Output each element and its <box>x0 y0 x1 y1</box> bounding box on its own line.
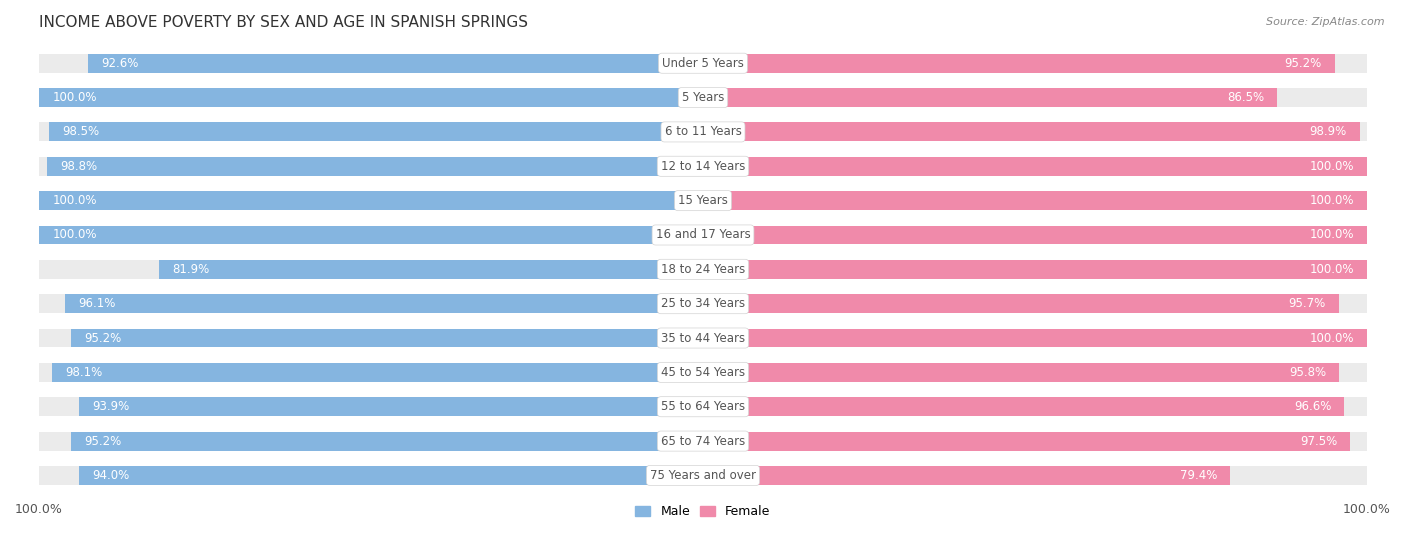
Bar <box>39 191 703 210</box>
Text: Under 5 Years: Under 5 Years <box>662 56 744 70</box>
Text: 79.4%: 79.4% <box>1180 469 1218 482</box>
Text: 65 to 74 Years: 65 to 74 Years <box>661 434 745 448</box>
Bar <box>46 157 703 176</box>
Bar <box>39 294 1367 313</box>
Bar <box>703 157 1367 176</box>
Text: 100.0%: 100.0% <box>52 229 97 241</box>
Bar <box>703 225 1367 244</box>
Legend: Male, Female: Male, Female <box>630 500 776 523</box>
Bar <box>70 329 703 348</box>
Text: 75 Years and over: 75 Years and over <box>650 469 756 482</box>
Text: 94.0%: 94.0% <box>91 469 129 482</box>
Bar <box>39 191 1367 210</box>
Bar <box>703 54 1336 73</box>
Bar <box>49 122 703 141</box>
Text: 96.1%: 96.1% <box>79 297 115 310</box>
Bar <box>39 88 1367 107</box>
Text: 96.6%: 96.6% <box>1294 400 1331 413</box>
Bar <box>703 397 1344 416</box>
Text: 35 to 44 Years: 35 to 44 Years <box>661 331 745 344</box>
Bar <box>703 260 1367 279</box>
Bar <box>39 225 1367 244</box>
Text: 16 and 17 Years: 16 and 17 Years <box>655 229 751 241</box>
Text: 93.9%: 93.9% <box>93 400 129 413</box>
Text: 25 to 34 Years: 25 to 34 Years <box>661 297 745 310</box>
Bar <box>39 466 1367 485</box>
Text: 92.6%: 92.6% <box>101 56 139 70</box>
Text: INCOME ABOVE POVERTY BY SEX AND AGE IN SPANISH SPRINGS: INCOME ABOVE POVERTY BY SEX AND AGE IN S… <box>39 15 527 30</box>
Text: 98.1%: 98.1% <box>65 366 103 379</box>
Bar <box>39 157 1367 176</box>
Bar <box>39 122 1367 141</box>
Text: 100.0%: 100.0% <box>52 194 97 207</box>
Bar <box>703 432 1350 451</box>
Text: 45 to 54 Years: 45 to 54 Years <box>661 366 745 379</box>
Text: 100.0%: 100.0% <box>1309 331 1354 344</box>
Text: 100.0%: 100.0% <box>52 91 97 104</box>
Text: 100.0%: 100.0% <box>1309 160 1354 173</box>
Bar <box>703 294 1339 313</box>
Text: 15 Years: 15 Years <box>678 194 728 207</box>
Text: 95.2%: 95.2% <box>1285 56 1322 70</box>
Bar <box>159 260 703 279</box>
Text: 5 Years: 5 Years <box>682 91 724 104</box>
Bar <box>39 260 1367 279</box>
Text: 12 to 14 Years: 12 to 14 Years <box>661 160 745 173</box>
Bar <box>80 397 703 416</box>
Bar <box>703 329 1367 348</box>
Text: 100.0%: 100.0% <box>1309 229 1354 241</box>
Bar <box>39 329 1367 348</box>
Text: 86.5%: 86.5% <box>1227 91 1264 104</box>
Bar <box>703 466 1230 485</box>
Bar <box>703 363 1339 382</box>
Text: 97.5%: 97.5% <box>1301 434 1337 448</box>
Bar <box>65 294 703 313</box>
Text: 18 to 24 Years: 18 to 24 Years <box>661 263 745 276</box>
Text: 95.2%: 95.2% <box>84 434 121 448</box>
Bar <box>39 225 703 244</box>
Text: 98.8%: 98.8% <box>60 160 97 173</box>
Text: 55 to 64 Years: 55 to 64 Years <box>661 400 745 413</box>
Text: 98.5%: 98.5% <box>62 125 100 139</box>
Bar <box>39 397 1367 416</box>
Bar <box>39 88 703 107</box>
Bar <box>39 363 1367 382</box>
Bar <box>89 54 703 73</box>
Text: 98.9%: 98.9% <box>1309 125 1347 139</box>
Text: 95.7%: 95.7% <box>1288 297 1326 310</box>
Text: 95.8%: 95.8% <box>1289 366 1326 379</box>
Text: 95.2%: 95.2% <box>84 331 121 344</box>
Text: 100.0%: 100.0% <box>1309 194 1354 207</box>
Bar <box>703 122 1360 141</box>
Text: 100.0%: 100.0% <box>1309 263 1354 276</box>
Bar <box>39 54 1367 73</box>
Text: 6 to 11 Years: 6 to 11 Years <box>665 125 741 139</box>
Bar <box>52 363 703 382</box>
Bar <box>79 466 703 485</box>
Bar <box>703 191 1367 210</box>
Text: 81.9%: 81.9% <box>173 263 209 276</box>
Bar <box>39 432 1367 451</box>
Text: Source: ZipAtlas.com: Source: ZipAtlas.com <box>1267 17 1385 27</box>
Bar <box>70 432 703 451</box>
Bar <box>703 88 1278 107</box>
